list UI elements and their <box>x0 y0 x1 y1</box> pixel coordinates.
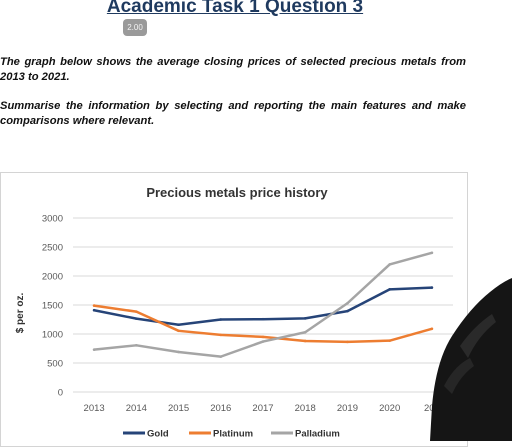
x-tick-label: 2015 <box>168 403 189 414</box>
data-point-gold <box>177 323 180 327</box>
y-tick-label: 3000 <box>42 214 63 225</box>
x-tick-label: 2020 <box>379 403 400 414</box>
data-point-platinum <box>177 329 180 333</box>
legend-item-gold: Gold <box>123 429 169 440</box>
data-point-gold <box>92 308 96 312</box>
chart-card: Precious metals price history 0 500 1000 15… <box>0 172 468 447</box>
data-point-palladium <box>388 263 391 266</box>
data-point-palladium <box>135 344 138 347</box>
data-point-platinum <box>135 310 138 313</box>
legend-label: Palladium <box>295 429 340 440</box>
task-prompt: The graph below shows the average closin… <box>0 56 466 83</box>
data-point-gold <box>430 286 434 289</box>
data-point-palladium <box>219 355 223 358</box>
data-point-platinum <box>388 339 391 342</box>
video-timestamp-badge: 2.00 <box>123 19 147 36</box>
data-point-platinum <box>346 340 349 344</box>
gridlines <box>73 217 453 393</box>
data-point-platinum <box>261 335 265 339</box>
data-point-palladium <box>92 348 96 351</box>
y-tick-label: 2500 <box>42 243 63 254</box>
presenter-image <box>430 266 512 441</box>
data-point-gold <box>346 309 349 313</box>
x-tick-label: 2014 <box>126 403 147 414</box>
x-tick-label: 2018 <box>295 403 316 414</box>
line-chart: Precious metals price history 0 500 1000 15… <box>15 185 453 440</box>
data-point-platinum <box>430 327 434 331</box>
data-point-gold <box>261 317 265 321</box>
x-tick-label: 2017 <box>252 403 273 414</box>
data-point-gold <box>388 288 391 291</box>
task-instruction: Summarise the information by selecting a… <box>0 100 466 127</box>
x-axis-ticks: 20132014201520162017201820192020202 <box>84 403 440 414</box>
lesson-title: Academic Task 1 Question 3 <box>106 0 364 17</box>
data-point-palladium <box>177 350 180 354</box>
legend-item-platinum: Platinum <box>189 429 253 440</box>
y-tick-label: 1500 <box>42 301 63 312</box>
legend-item-palladium: Palladium <box>271 429 340 440</box>
data-point-gold <box>135 317 138 320</box>
data-point-palladium <box>430 251 434 255</box>
series-lines <box>92 251 434 358</box>
y-tick-label: 1000 <box>42 330 63 341</box>
data-point-platinum <box>303 339 307 343</box>
y-tick-label: 2000 <box>42 272 63 283</box>
data-point-gold <box>219 318 223 321</box>
chart-legend: Gold Platinum Palladium <box>123 429 340 440</box>
legend-label: Gold <box>147 429 169 440</box>
x-tick-label: 2019 <box>337 403 358 414</box>
data-point-palladium <box>261 340 265 343</box>
y-tick-label: 500 <box>47 359 63 370</box>
data-point-gold <box>303 317 307 320</box>
chart-title: Precious metals price history <box>146 185 328 200</box>
data-point-platinum <box>92 304 96 307</box>
x-tick-label: 2016 <box>210 403 231 414</box>
data-point-platinum <box>219 333 223 337</box>
legend-label: Platinum <box>213 429 253 440</box>
x-tick-label: 2013 <box>84 403 105 414</box>
y-axis-ticks: 0 500 1000 1500 2000 2500 3000 <box>42 214 63 399</box>
y-axis-label: $ per oz. <box>15 293 26 334</box>
y-tick-label: 0 <box>58 388 63 399</box>
data-point-palladium <box>303 330 307 334</box>
data-point-palladium <box>346 301 349 305</box>
